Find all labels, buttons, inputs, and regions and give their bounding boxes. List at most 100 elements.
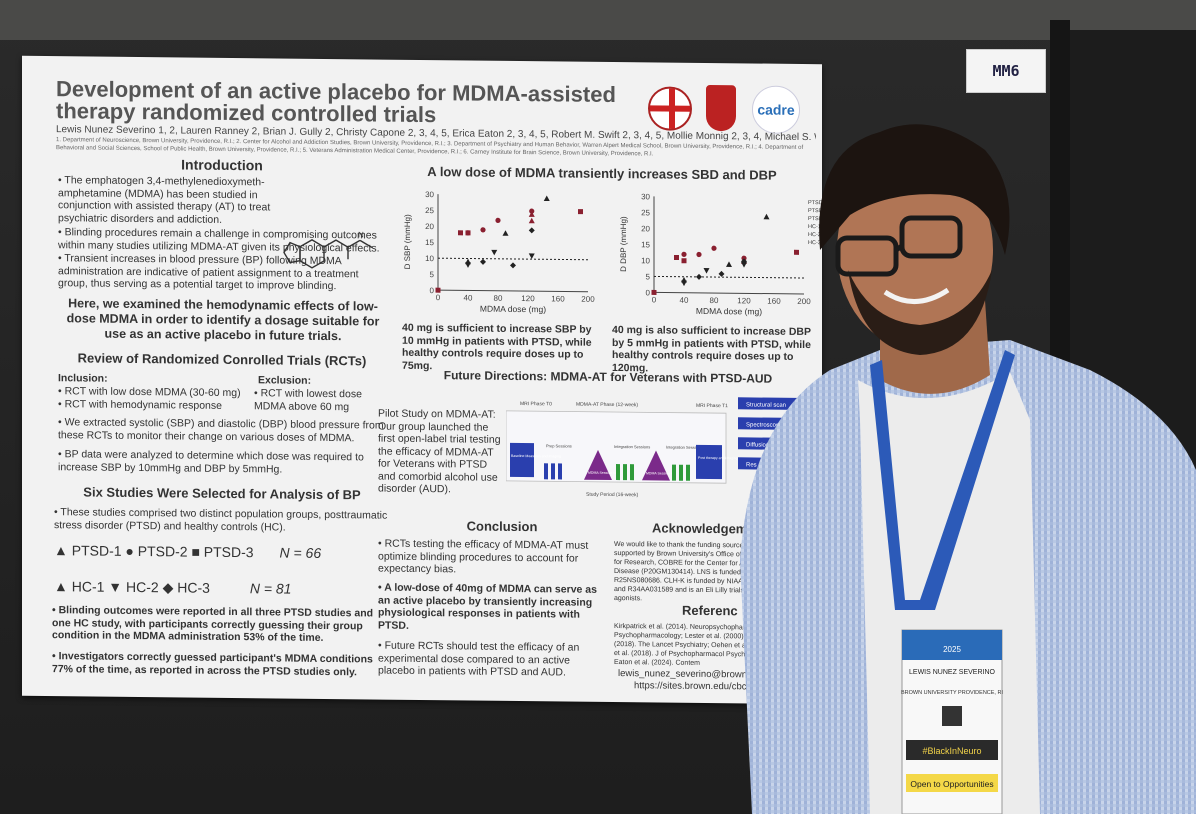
data-point	[502, 230, 509, 236]
data-point	[528, 217, 535, 224]
reference-line	[654, 275, 804, 279]
y-axis-label: D SBP (mmHg)	[403, 214, 412, 269]
data-point	[465, 230, 471, 236]
data-point	[741, 255, 747, 261]
reference-line	[438, 257, 588, 261]
y-tick-label: 25	[641, 208, 650, 217]
data-point	[674, 254, 679, 260]
board-top-edge	[0, 0, 1196, 40]
y-tick-label: 5	[646, 272, 651, 281]
y-tick-label: 0	[646, 288, 651, 297]
x-tick-label: 120	[737, 296, 751, 305]
x-tick-label: 120	[521, 294, 535, 303]
sbp-chart: 0 5 10 15 20 25 30 0 40 80 120 160 200 MDMA dose (mg)…	[403, 190, 595, 315]
x-tick-label: 200	[797, 297, 811, 306]
y-tick-label: 25	[425, 206, 434, 215]
hair	[819, 124, 1010, 256]
flow-integration2: Integration Sessions	[666, 445, 702, 450]
data-point	[696, 273, 702, 280]
data-point	[480, 227, 486, 233]
data-point	[711, 245, 717, 251]
flow-session2: MDMA Session #2	[646, 471, 675, 475]
x-axis	[654, 291, 804, 295]
flow-diffusion: Diffusion-we	[746, 442, 780, 448]
data-point	[528, 227, 535, 234]
data-point	[578, 209, 583, 215]
flow-phase: MDMA-AT Phase (12-week)	[576, 402, 638, 409]
data-point	[528, 211, 535, 217]
y-tick-label: 15	[641, 240, 650, 249]
data-point	[763, 213, 770, 220]
y-tick-label: 20	[641, 224, 650, 233]
x-tick-label: 80	[710, 296, 719, 305]
flow-mri-t0: MRI Phase T0	[520, 401, 552, 407]
data-point	[696, 251, 702, 258]
y-tick-label: 15	[425, 238, 434, 247]
x-tick-label: 40	[464, 293, 473, 302]
x-axis-label: MDMA dose (mg)	[696, 306, 762, 317]
legend-entry: HC-2	[808, 232, 821, 238]
flow-session1: MDMA Session #1	[588, 471, 617, 475]
x-tick-label: 160	[551, 294, 565, 303]
flow-period: Study Period (16-week)	[586, 492, 639, 499]
data-point	[543, 195, 550, 202]
data-point	[458, 230, 463, 236]
flow-structural: Structural scan	[746, 402, 786, 408]
flow-integration1: Integration Sessions	[614, 444, 650, 449]
y-tick-label: 10	[641, 256, 650, 265]
legend-entry: PTSD-2	[808, 208, 822, 214]
legend-entry: HC-1	[808, 224, 821, 230]
data-point	[681, 280, 687, 287]
y-tick-label: 20	[425, 222, 434, 231]
data-point	[681, 251, 687, 257]
badge-hashtag: #BlackInNeuro	[922, 746, 981, 756]
y-tick-label: 30	[425, 190, 434, 199]
legend-entry: PTSD-3	[808, 216, 822, 222]
x-tick-label: 0	[652, 295, 657, 304]
smile	[883, 287, 950, 304]
data-point	[651, 289, 657, 295]
y-axis-label: D DBP (mmHg)	[619, 216, 628, 272]
data-point	[495, 217, 501, 223]
x-axis-label: MDMA dose (mg)	[480, 304, 546, 315]
x-tick-label: 40	[680, 296, 689, 305]
data-point	[794, 249, 799, 255]
flow-baseline: Baseline Measures and Imaging	[511, 454, 561, 459]
x-axis	[438, 289, 588, 293]
y-tick-label: 30	[641, 192, 650, 201]
data-point	[465, 262, 471, 268]
dbp-chart: 0 5 10 15 20 25 30 0 40 80 120 160 200 MDMA dose (mg)…	[619, 192, 822, 317]
data-point	[528, 253, 535, 259]
x-tick-label: 200	[581, 295, 595, 304]
data-point	[681, 258, 687, 264]
data-point	[435, 287, 441, 293]
badge-name: LEWIS NUNEZ SEVERINO	[909, 669, 996, 676]
legend-entry: PTSD-1	[808, 200, 822, 206]
badge-year: 2025	[943, 645, 961, 654]
flow-spectroscopy: Spectroscopy s	[746, 422, 787, 428]
flow-post: Post therapy and imaging	[698, 456, 738, 460]
y-tick-label: 0	[430, 286, 435, 295]
x-tick-label: 80	[494, 294, 503, 303]
lanyard	[870, 350, 1015, 610]
data-point	[726, 261, 732, 267]
x-tick-label: 0	[436, 293, 441, 302]
data-point	[491, 249, 498, 256]
data-point	[510, 262, 516, 269]
x-tick-label: 160	[767, 297, 781, 306]
legend-entry: HC-3	[808, 240, 821, 246]
data-point	[741, 262, 747, 268]
flow-prep: Prep Sessions	[546, 443, 572, 448]
data-point	[741, 258, 747, 265]
data-point	[529, 208, 535, 214]
flow-rest: Res	[746, 462, 757, 468]
beard	[848, 270, 992, 355]
y-tick-label: 10	[425, 254, 434, 263]
svg-text:N: N	[358, 230, 364, 239]
badge-org: BROWN UNIVERSITY PROVIDENCE, RI	[901, 690, 1003, 696]
mdma-molecule: N	[283, 230, 373, 269]
glasses	[835, 215, 963, 277]
booth-tag: MM6	[966, 49, 1046, 93]
